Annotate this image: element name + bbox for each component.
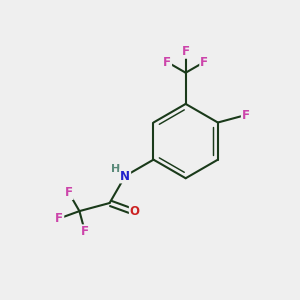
Text: F: F: [65, 186, 73, 199]
Text: F: F: [163, 56, 171, 68]
Text: F: F: [55, 212, 63, 225]
Text: F: F: [81, 225, 89, 238]
Text: F: F: [242, 110, 250, 122]
Text: F: F: [200, 56, 208, 68]
Text: H: H: [111, 164, 120, 174]
Text: O: O: [130, 205, 140, 218]
Text: F: F: [182, 45, 190, 58]
Text: N: N: [120, 169, 130, 182]
